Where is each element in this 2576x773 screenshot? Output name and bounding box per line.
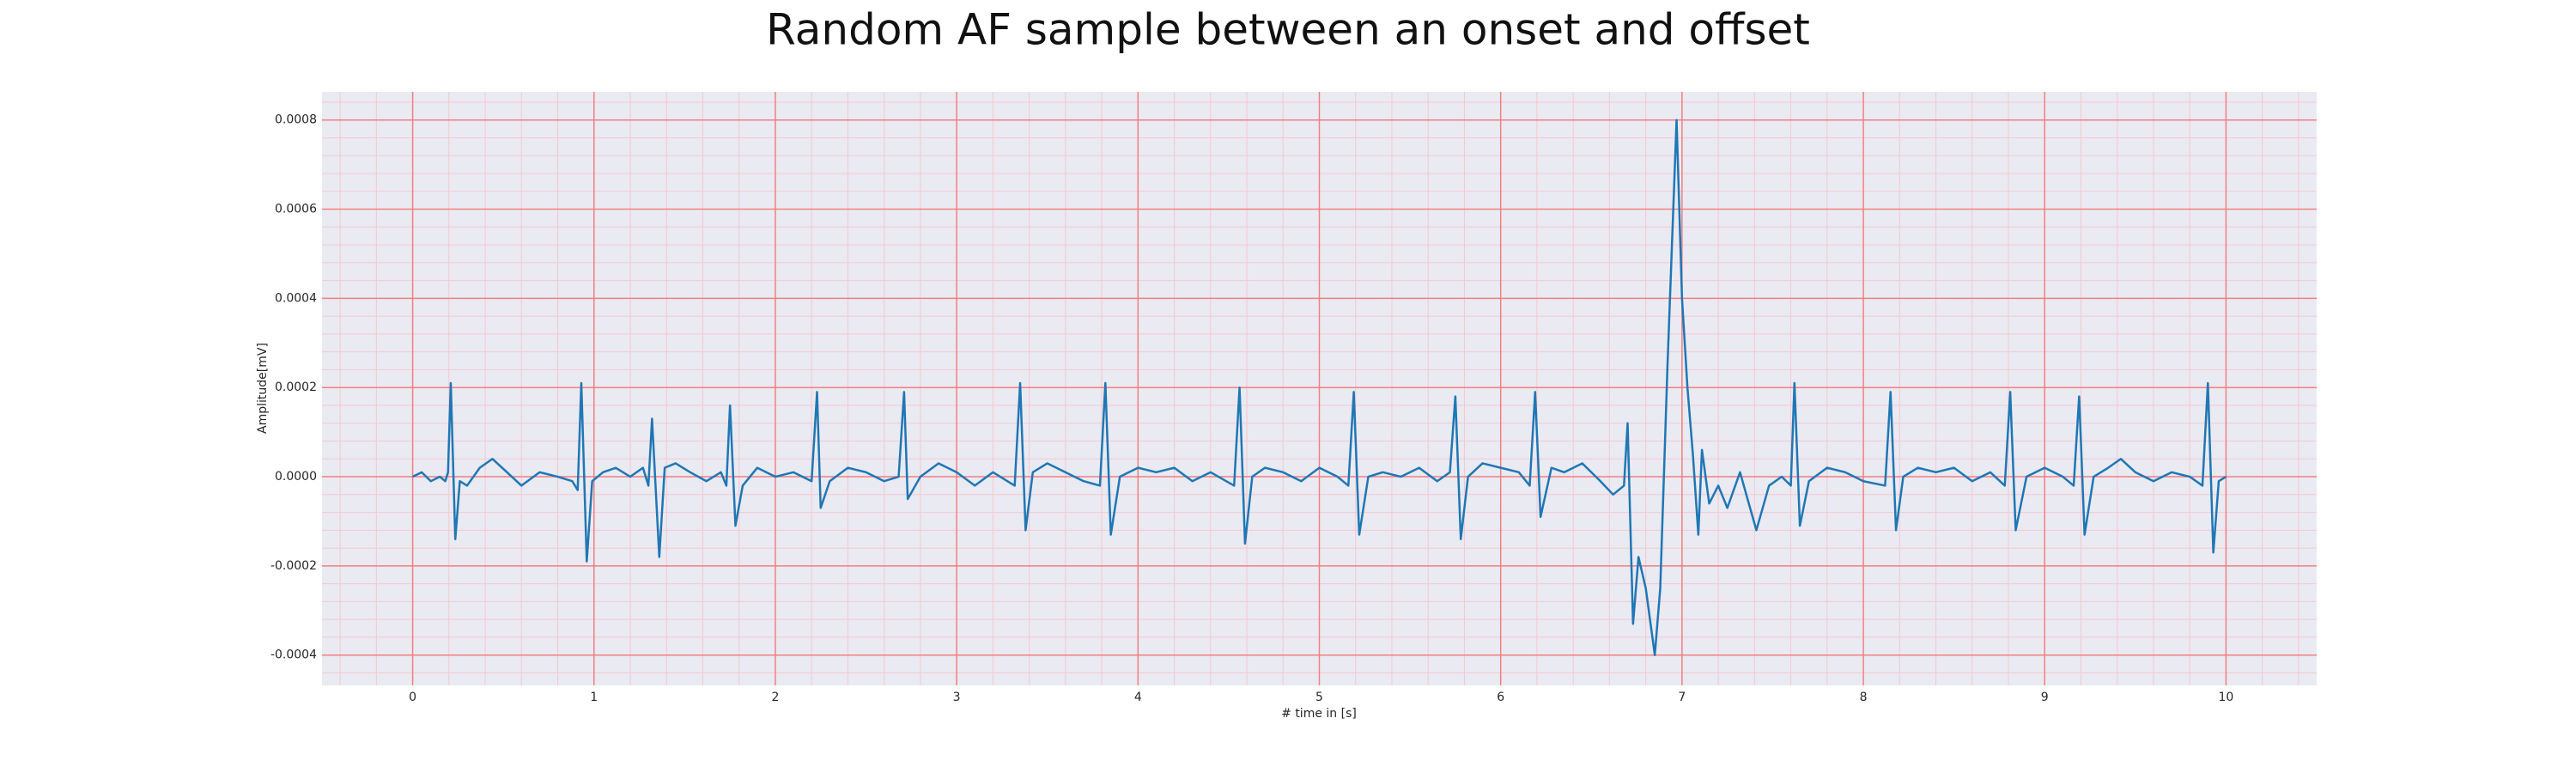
x-tick-label: 1	[590, 691, 598, 704]
x-tick-label: 8	[1860, 691, 1868, 704]
y-tick-label: 0.0006	[275, 203, 317, 216]
y-tick-label: 0.0004	[275, 291, 317, 305]
y-tick-label: 0.0008	[275, 113, 317, 127]
x-axis-label: # time in [s]	[1281, 707, 1357, 721]
y-axis-label: Amplitude[mV]	[256, 343, 270, 434]
x-tick-label: 3	[953, 691, 961, 704]
marks	[412, 119, 2227, 656]
line-series	[412, 119, 2227, 656]
y-tick-label: 0.0002	[275, 380, 317, 394]
x-tick-label: 6	[1497, 691, 1504, 704]
x-tick-label: 0	[409, 691, 416, 704]
x-tick-label: 10	[2218, 691, 2233, 704]
chart-title: Random AF sample between an onset and of…	[766, 5, 1810, 55]
y-tick-label: -0.0002	[270, 559, 317, 573]
y-tick-label: 0.0000	[275, 470, 317, 484]
x-tick-label: 9	[2041, 691, 2049, 704]
x-tick-label: 5	[1315, 691, 1323, 704]
y-tick-label: -0.0004	[270, 648, 317, 662]
x-tick-label: 2	[771, 691, 779, 704]
x-tick-label: 7	[1678, 691, 1686, 704]
x-tick-label: 4	[1134, 691, 1142, 704]
